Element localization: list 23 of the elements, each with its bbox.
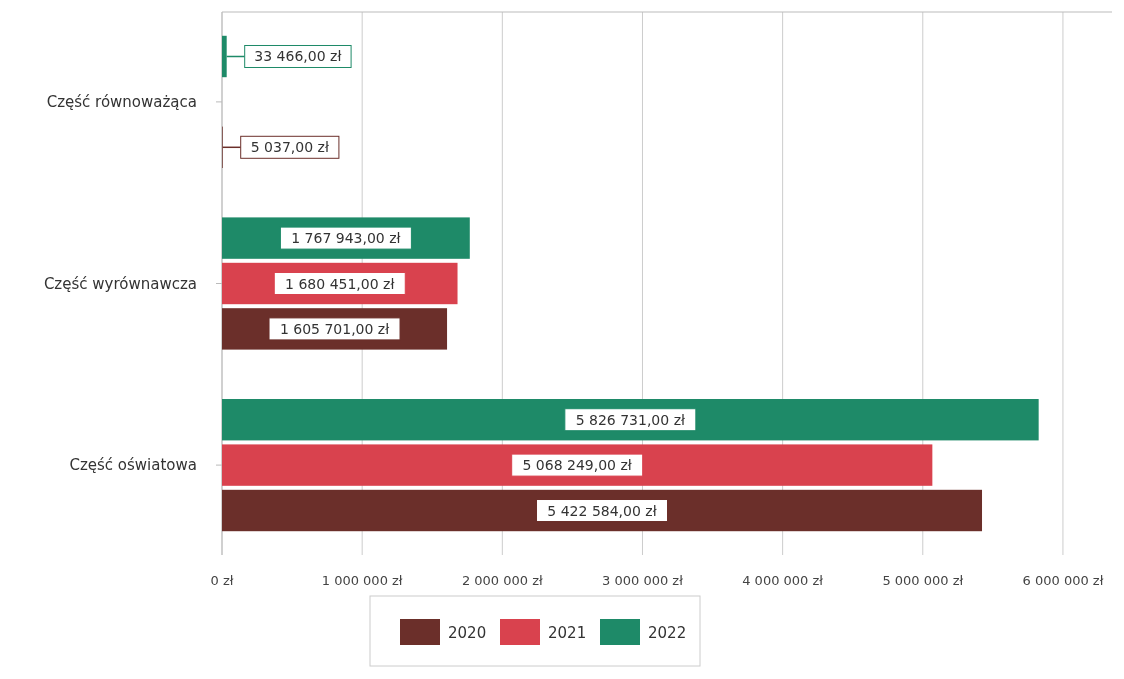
data-label: 5 422 584,00 zł (547, 502, 657, 519)
data-label: 5 826 731,00 zł (575, 411, 685, 428)
data-label: 1 605 701,00 zł (279, 320, 390, 337)
data-label: 1 680 451,00 zł (285, 275, 395, 292)
x-tick-label: 2 000 000 zł (461, 573, 544, 588)
y-tick-label: Część równoważąca (46, 92, 197, 111)
legend-label: 2020 (448, 624, 487, 642)
y-tick-label: Część oświatowa (69, 456, 197, 475)
legend-label: 2021 (548, 624, 587, 642)
x-tick-label: 6 000 000 zł (1022, 573, 1104, 588)
x-tick-label: 0 zł (210, 573, 234, 588)
data-label: 5 068 249,00 zł (522, 457, 632, 474)
x-tick-label: 3 000 000 zł (602, 573, 684, 588)
data-label: 33 466,00 zł (254, 48, 342, 65)
data-label: 1 767 943,00 zł (291, 230, 401, 247)
x-tick-label: 1 000 000 zł (321, 573, 403, 588)
bar (222, 399, 1039, 441)
y-tick-label: Część wyrównawcza (43, 274, 197, 293)
legend-label: 2022 (648, 624, 687, 642)
x-tick-label: 4 000 000 zł (742, 573, 824, 588)
data-label: 5 037,00 zł (250, 139, 329, 156)
bar (222, 489, 983, 532)
x-tick-label: 5 000 000 zł (882, 573, 964, 588)
